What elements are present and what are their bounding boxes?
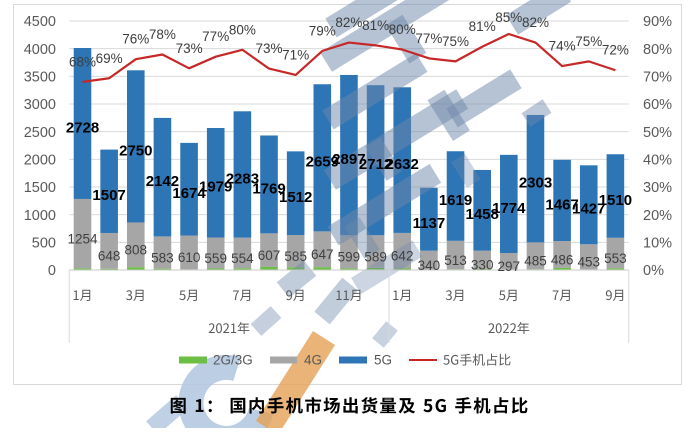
svg-text:1774: 1774 [492, 200, 526, 217]
svg-text:1510: 1510 [599, 192, 632, 209]
svg-text:0: 0 [48, 263, 56, 279]
svg-text:599: 599 [338, 250, 361, 265]
svg-text:81%: 81% [362, 18, 389, 33]
svg-text:3000: 3000 [24, 97, 56, 113]
svg-text:80%: 80% [389, 22, 416, 37]
svg-text:2142: 2142 [146, 173, 179, 190]
svg-text:4000: 4000 [24, 42, 56, 58]
svg-text:77%: 77% [202, 29, 229, 44]
svg-text:20%: 20% [643, 208, 672, 224]
svg-text:70%: 70% [643, 70, 672, 86]
svg-text:500: 500 [32, 236, 56, 252]
svg-text:559: 559 [204, 251, 227, 266]
svg-text:297: 297 [498, 259, 521, 274]
svg-text:553: 553 [604, 251, 627, 266]
svg-text:1674: 1674 [172, 185, 206, 202]
svg-text:4500: 4500 [24, 14, 56, 30]
svg-text:73%: 73% [255, 41, 282, 56]
svg-text:2897: 2897 [332, 151, 365, 168]
svg-text:81%: 81% [469, 19, 496, 34]
svg-text:1467: 1467 [545, 196, 578, 213]
svg-text:82%: 82% [335, 15, 362, 30]
svg-text:513: 513 [444, 253, 467, 268]
svg-text:1500: 1500 [24, 180, 56, 196]
svg-text:808: 808 [125, 243, 148, 258]
svg-text:69%: 69% [96, 51, 123, 66]
svg-text:4G: 4G [304, 353, 322, 368]
svg-text:5G: 5G [374, 353, 392, 368]
svg-text:78%: 78% [149, 27, 176, 42]
svg-text:1000: 1000 [24, 208, 56, 224]
svg-text:2728: 2728 [66, 119, 99, 136]
svg-text:485: 485 [524, 254, 547, 269]
svg-text:2500: 2500 [24, 125, 56, 141]
svg-text:75%: 75% [442, 34, 469, 49]
svg-text:79%: 79% [309, 23, 336, 38]
svg-text:2G/3G: 2G/3G [213, 353, 253, 368]
svg-text:607: 607 [258, 248, 281, 263]
svg-text:1507: 1507 [92, 187, 125, 204]
svg-text:647: 647 [311, 247, 334, 262]
svg-text:82%: 82% [522, 15, 549, 30]
svg-text:340: 340 [418, 258, 441, 273]
svg-text:2000: 2000 [24, 153, 56, 169]
svg-text:1619: 1619 [439, 192, 472, 209]
svg-text:85%: 85% [495, 10, 522, 25]
svg-text:68%: 68% [69, 54, 96, 69]
svg-text:3500: 3500 [24, 70, 56, 86]
svg-text:0%: 0% [643, 263, 664, 279]
svg-text:73%: 73% [176, 41, 203, 56]
svg-text:77%: 77% [415, 31, 442, 46]
svg-text:80%: 80% [229, 22, 256, 37]
svg-text:60%: 60% [643, 97, 672, 113]
svg-text:74%: 74% [549, 39, 576, 54]
svg-text:1137: 1137 [413, 215, 446, 232]
svg-text:330: 330 [471, 258, 494, 273]
svg-text:50%: 50% [643, 125, 672, 141]
svg-text:1979: 1979 [199, 179, 232, 196]
svg-text:2712: 2712 [359, 156, 392, 173]
svg-text:80%: 80% [643, 42, 672, 58]
svg-text:2659: 2659 [306, 154, 339, 171]
svg-text:90%: 90% [643, 14, 672, 30]
svg-text:2303: 2303 [519, 175, 552, 192]
svg-text:10%: 10% [643, 236, 672, 252]
svg-text:40%: 40% [643, 153, 672, 169]
svg-text:589: 589 [364, 249, 387, 264]
svg-text:72%: 72% [602, 43, 629, 58]
svg-text:585: 585 [284, 249, 307, 264]
svg-text:76%: 76% [122, 32, 149, 47]
svg-text:2750: 2750 [119, 142, 152, 159]
svg-text:1254: 1254 [67, 231, 98, 246]
svg-text:554: 554 [231, 251, 254, 266]
svg-text:2283: 2283 [226, 170, 259, 187]
svg-text:1769: 1769 [252, 180, 285, 197]
svg-text:1458: 1458 [466, 206, 499, 223]
svg-text:583: 583 [151, 250, 174, 265]
svg-text:1512: 1512 [279, 189, 312, 206]
svg-text:486: 486 [551, 252, 574, 267]
svg-text:648: 648 [98, 249, 121, 264]
svg-text:30%: 30% [643, 180, 672, 196]
svg-text:71%: 71% [282, 47, 309, 62]
svg-text:642: 642 [391, 249, 414, 264]
svg-text:453: 453 [578, 255, 601, 270]
svg-text:75%: 75% [575, 34, 602, 49]
svg-text:1427: 1427 [572, 201, 605, 218]
svg-text:610: 610 [178, 250, 201, 265]
svg-text:2632: 2632 [386, 156, 419, 173]
